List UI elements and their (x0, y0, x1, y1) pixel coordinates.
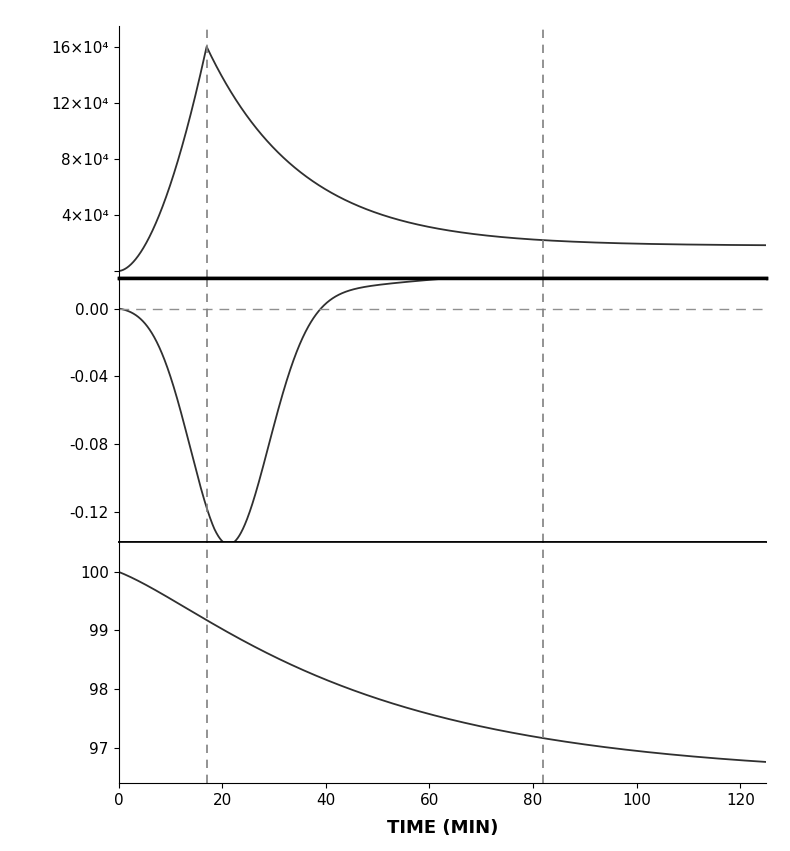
X-axis label: TIME (MIN): TIME (MIN) (387, 819, 498, 837)
